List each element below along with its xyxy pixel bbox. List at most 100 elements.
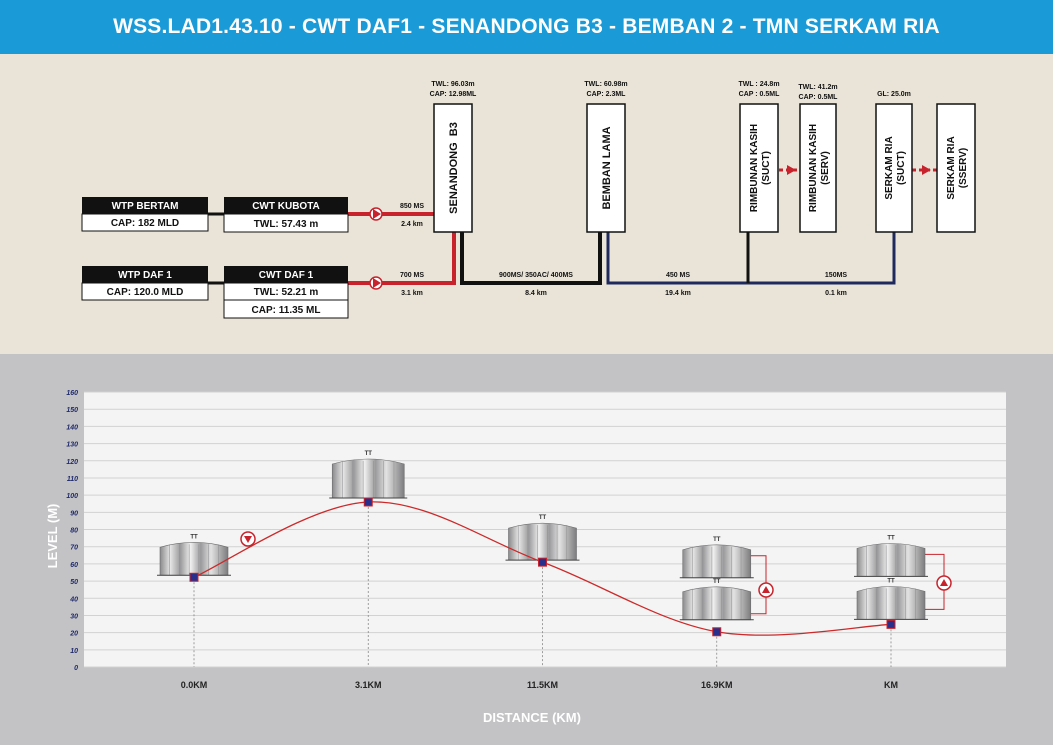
x-tick-label: KM bbox=[884, 680, 898, 690]
pump-icon bbox=[369, 276, 383, 290]
source-box-bertam: WTP BERTAM CAP: 182 MLD bbox=[81, 197, 209, 232]
cwt-twl: TWL: 57.43 m bbox=[254, 219, 319, 230]
data-points bbox=[189, 497, 896, 637]
reservoir-rimbunan-serv: RIMBUNAN KASIH (SERV) TWL: 41.2m CAP: 0.… bbox=[798, 84, 838, 233]
cwt-name: CWT DAF 1 bbox=[259, 270, 314, 281]
y-tick-label: 80 bbox=[70, 528, 78, 535]
tank-marker: TT bbox=[887, 535, 895, 541]
pump-icon bbox=[240, 531, 256, 547]
y-axis-label: LEVEL (M) bbox=[45, 504, 60, 569]
pipe-label-length: 3.1 km bbox=[401, 290, 423, 297]
tank-body bbox=[159, 542, 229, 576]
x-axis-ticks: 0.0KM 3.1KM 11.5KM 16.9KM KM bbox=[181, 680, 898, 690]
y-tick-label: 120 bbox=[66, 459, 78, 466]
pump-icon bbox=[936, 575, 952, 591]
x-tick-label: 16.9KM bbox=[701, 680, 733, 690]
tank-icon: TT bbox=[679, 537, 754, 579]
y-tick-label: 50 bbox=[70, 579, 78, 586]
pipe-label-size: 900MS/ 350AC/ 400MS bbox=[499, 272, 573, 279]
pump-icon bbox=[787, 165, 796, 175]
tank-marker: TT bbox=[190, 534, 198, 540]
pipe-label-length: 2.4 km bbox=[401, 221, 423, 228]
y-tick-label: 20 bbox=[69, 631, 78, 638]
tank-icon: TT bbox=[854, 535, 928, 577]
reservoir-info: CAP: 12.98ML bbox=[430, 91, 477, 98]
reservoir-name: BEMBAN LAMA bbox=[601, 126, 613, 209]
tank-icon: TT bbox=[679, 579, 754, 621]
reservoir-name: SENANDONG B3 bbox=[448, 122, 460, 214]
tank-marker: TT bbox=[539, 515, 547, 521]
reservoir-name: RIMBUNAN KASIH bbox=[749, 124, 760, 212]
cwt-box-kubota: CWT KUBOTA TWL: 57.43 m bbox=[223, 197, 349, 233]
tank-body bbox=[331, 458, 405, 499]
main-bemban-serkam bbox=[606, 232, 896, 285]
reservoir-sub: (SERV) bbox=[820, 151, 831, 185]
source-capacity: CAP: 182 MLD bbox=[111, 218, 179, 229]
x-tick-label: 0.0KM bbox=[181, 680, 208, 690]
y-tick-label: 10 bbox=[70, 648, 78, 655]
title-banner: WSS.LAD1.43.10 - CWT DAF1 - SENANDONG B3… bbox=[0, 0, 1053, 54]
source-name: WTP DAF 1 bbox=[118, 270, 172, 281]
main-daf1-senandong bbox=[348, 232, 456, 285]
tank-icon: TT bbox=[157, 534, 231, 576]
reservoir-info: CAP : 0.5ML bbox=[739, 91, 780, 98]
main-senandong-bemban bbox=[460, 232, 602, 285]
reservoir-sub: (SUCT) bbox=[761, 151, 772, 185]
page-title: WSS.LAD1.43.10 - CWT DAF1 - SENANDONG B3… bbox=[113, 15, 940, 38]
source-box-daf1: WTP DAF 1 CAP: 120.0 MLD bbox=[81, 266, 209, 301]
data-point bbox=[538, 557, 547, 567]
tank-marker: TT bbox=[887, 578, 895, 584]
y-tick-label: 70 bbox=[70, 545, 78, 552]
reservoir-info: TWL: 41.2m bbox=[798, 84, 837, 91]
tank-marker: TT bbox=[365, 451, 373, 457]
pump-icon bbox=[369, 207, 383, 221]
x-axis-label: DISTANCE (KM) bbox=[483, 710, 581, 725]
reservoir-info: TWL: 60.98m bbox=[584, 81, 627, 88]
source-capacity: CAP: 120.0 MLD bbox=[107, 287, 184, 298]
cwt-name: CWT KUBOTA bbox=[252, 201, 320, 212]
reservoir-rimbunan-suct: RIMBUNAN KASIH (SUCT) TWL : 24.8m CAP : … bbox=[738, 81, 780, 233]
tank-marker: TT bbox=[713, 537, 721, 543]
tank-body bbox=[856, 586, 926, 620]
data-point bbox=[712, 627, 722, 637]
y-tick-label: 0 bbox=[74, 665, 78, 672]
y-tick-label: 100 bbox=[66, 493, 78, 500]
cwt-box-daf1: CWT DAF 1 TWL: 52.21 m CAP: 11.35 ML bbox=[223, 266, 349, 319]
pump-markers bbox=[240, 531, 952, 615]
reservoir-bemban-lama: BEMBAN LAMA TWL: 60.98m CAP: 2.3ML bbox=[584, 81, 628, 233]
pipe-label-length: 8.4 km bbox=[525, 290, 547, 297]
y-axis-ticks: 0 10 20 30 40 50 60 70 80 90 100 110 120 130 140 150 160 bbox=[66, 390, 78, 672]
data-point bbox=[363, 497, 373, 507]
y-tick-label: 150 bbox=[66, 407, 78, 414]
source-name: WTP BERTAM bbox=[112, 201, 179, 212]
reservoir-info: CAP: 2.3ML bbox=[587, 91, 627, 98]
y-tick-label: 140 bbox=[66, 424, 78, 431]
tank-body bbox=[682, 586, 752, 621]
reservoir-info: TWL: 96.03m bbox=[431, 81, 474, 88]
y-tick-label: 30 bbox=[70, 613, 78, 620]
pipe-label-length: 19.4 km bbox=[665, 290, 691, 297]
data-point bbox=[189, 572, 199, 582]
tank-body bbox=[856, 543, 926, 577]
reservoir-senandong-b3: SENANDONG B3 TWL: 96.03m CAP: 12.98ML bbox=[430, 81, 477, 233]
reservoir-name: SERKAM RIA bbox=[946, 136, 957, 199]
pipe-label-length: 0.1 km bbox=[825, 290, 847, 297]
tank-marker: TT bbox=[713, 579, 721, 585]
cwt-capacity: CAP: 11.35 ML bbox=[252, 305, 321, 316]
tank-icon: TT bbox=[854, 578, 928, 620]
reservoir-name: SERKAM RIA bbox=[884, 136, 895, 199]
y-tick-label: 110 bbox=[67, 476, 78, 483]
reservoir-serkam-suct: SERKAM RIA (SUCT) GL: 25.0m bbox=[875, 91, 913, 233]
tank-body bbox=[508, 522, 577, 561]
tank-illustrations: TT TT TT TT TT TT TT bbox=[157, 451, 928, 621]
pipe-label-size: 150MS bbox=[825, 272, 848, 279]
tank-icon: TT bbox=[505, 515, 580, 561]
reservoir-name: RIMBUNAN KASIH bbox=[808, 124, 819, 212]
reservoir-serkam-sserv: SERKAM RIA (SSERV) bbox=[936, 103, 976, 233]
reservoir-info: GL: 25.0m bbox=[877, 91, 911, 98]
reservoir-sub: (SSERV) bbox=[958, 148, 969, 188]
data-point bbox=[886, 619, 896, 629]
drop-lines bbox=[193, 507, 892, 667]
